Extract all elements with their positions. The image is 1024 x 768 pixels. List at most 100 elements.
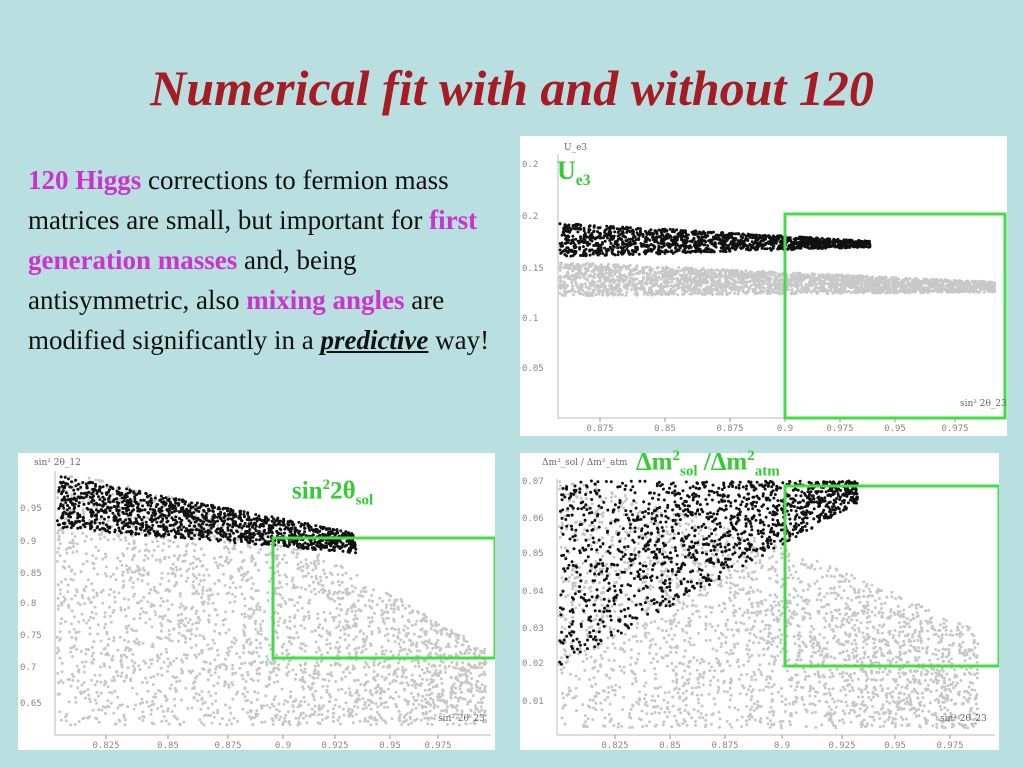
data-point-gray: [285, 625, 289, 629]
data-point-gray: [185, 569, 189, 573]
data-point-gray: [358, 719, 362, 723]
data-point-gray: [985, 288, 989, 292]
data-point-gray: [130, 558, 134, 562]
data-point-black: [719, 249, 722, 253]
data-point-gray: [370, 632, 374, 636]
data-point-gray: [285, 673, 289, 677]
data-point-gray: [389, 650, 393, 653]
data-point-gray: [745, 280, 749, 284]
data-point-gray: [227, 685, 231, 689]
data-point-black: [601, 236, 605, 240]
data-point-gray: [677, 266, 681, 269]
data-point-gray: [610, 286, 614, 289]
data-point-black: [679, 229, 683, 233]
data-point-gray: [595, 283, 599, 287]
data-point-black: [574, 237, 578, 241]
data-point-black: [824, 240, 828, 244]
data-point-gray: [675, 283, 679, 287]
data-point-black: [770, 237, 774, 241]
data-point-gray: [623, 283, 626, 287]
data-point-gray: [589, 282, 593, 286]
data-point-gray: [979, 288, 983, 292]
data-point-black: [761, 239, 765, 243]
data-point-black: [607, 226, 611, 230]
data-point-gray: [583, 282, 587, 286]
data-point-gray: [914, 282, 918, 286]
data-point-gray: [132, 707, 136, 711]
data-point-gray: [871, 291, 875, 295]
data-point-gray: [839, 291, 843, 295]
data-point-black: [674, 243, 678, 247]
data-point-gray: [923, 286, 926, 290]
data-point-gray: [421, 694, 425, 698]
data-point-black: [564, 241, 567, 245]
data-point-gray: [617, 280, 621, 284]
data-point-black: [757, 242, 761, 246]
data-point-black: [621, 242, 625, 246]
data-point-black: [637, 252, 641, 256]
data-point-gray: [141, 641, 145, 645]
data-point-gray: [255, 646, 259, 650]
data-point-gray: [919, 291, 923, 294]
data-point-black: [612, 245, 616, 249]
data-point-black: [654, 230, 658, 234]
data-point-gray: [651, 274, 654, 278]
data-point-gray: [839, 288, 842, 291]
data-point-gray: [593, 280, 597, 284]
data-point-gray: [82, 681, 86, 685]
data-point-gray: [829, 289, 833, 293]
data-point-gray: [57, 604, 60, 608]
data-point-gray: [768, 276, 772, 280]
data-point-gray: [716, 289, 720, 292]
data-point-gray: [968, 282, 972, 286]
data-point-gray: [698, 269, 702, 273]
data-point-gray: [881, 290, 885, 294]
data-point-gray: [217, 675, 221, 679]
data-point-gray: [748, 286, 752, 290]
data-point-gray: [558, 291, 562, 295]
data-point-gray: [363, 589, 367, 593]
data-point-gray: [411, 695, 415, 699]
data-point-gray: [326, 651, 330, 655]
data-point-gray: [937, 288, 941, 292]
data-point-gray: [402, 640, 406, 644]
data-point-gray: [317, 562, 320, 566]
data-point-gray: [613, 272, 617, 276]
data-point-gray: [564, 264, 568, 268]
data-point-gray: [591, 292, 594, 296]
data-point-gray: [894, 291, 897, 295]
data-point-gray: [312, 698, 316, 702]
data-point-gray: [642, 275, 646, 279]
data-point-gray: [265, 704, 269, 707]
data-point-gray: [417, 665, 421, 668]
data-point-gray: [251, 582, 255, 586]
data-point-black: [651, 244, 655, 247]
data-point-gray: [88, 697, 91, 701]
data-point-gray: [138, 616, 142, 620]
data-point-black: [659, 230, 663, 234]
data-point-gray: [429, 619, 433, 623]
data-point-gray: [104, 622, 107, 626]
data-point-gray: [789, 280, 793, 284]
data-point-black: [820, 236, 824, 240]
data-point-black: [756, 245, 760, 249]
data-point-gray: [296, 562, 300, 566]
data-point-gray: [87, 693, 91, 697]
data-point-gray: [882, 287, 886, 291]
data-point-black: [628, 252, 632, 256]
data-point-gray: [599, 263, 603, 267]
data-point-gray: [364, 673, 368, 677]
data-point-gray: [327, 679, 331, 683]
data-point-gray: [272, 698, 276, 701]
y-tick-label: 0.15: [522, 264, 544, 274]
data-point-black: [596, 253, 600, 257]
data-point-gray: [73, 572, 77, 576]
data-point-gray: [364, 681, 368, 684]
data-point-gray: [982, 281, 986, 285]
label-ue3: Ue3: [557, 156, 591, 190]
data-point-gray: [801, 289, 805, 293]
data-point-gray: [375, 722, 379, 726]
data-point-gray: [847, 289, 851, 293]
data-point-gray: [127, 606, 131, 610]
data-point-gray: [716, 282, 720, 286]
